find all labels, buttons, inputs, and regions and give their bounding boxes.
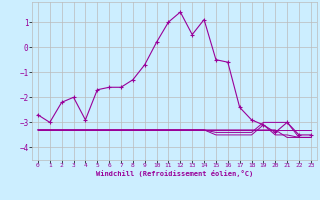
X-axis label: Windchill (Refroidissement éolien,°C): Windchill (Refroidissement éolien,°C) bbox=[96, 170, 253, 177]
